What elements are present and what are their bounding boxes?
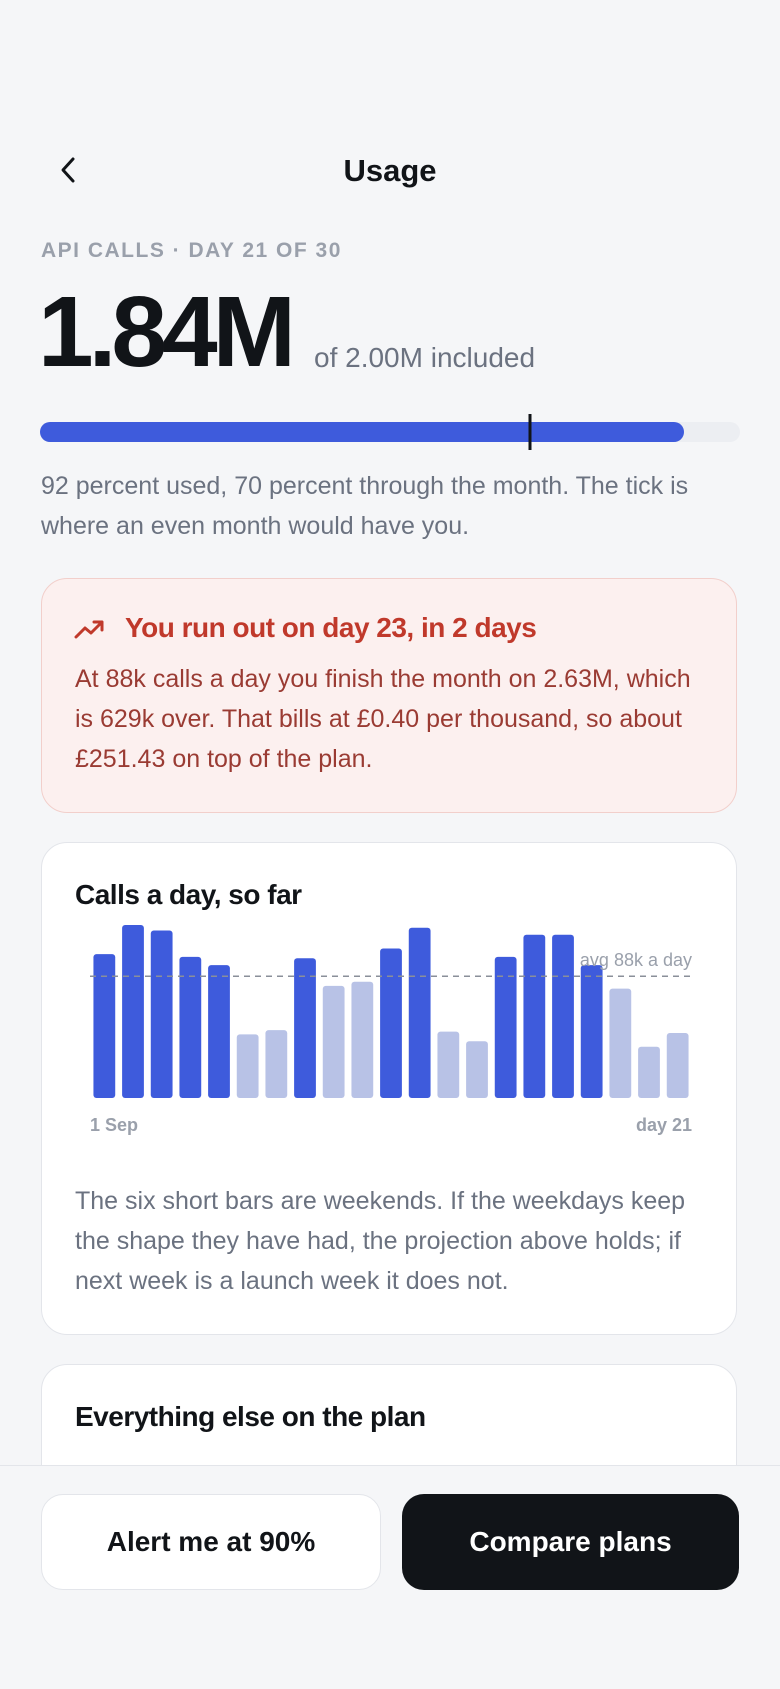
bar (437, 1031, 460, 1098)
trend-icon (74, 620, 104, 639)
progress-tick (528, 414, 532, 450)
eyebrow: API CALLS · DAY 21 OF 30 (41, 239, 342, 262)
back-button[interactable] (55, 155, 81, 185)
chart-card: Calls a day, so far avg 88k a day 1 Sep da… (41, 842, 737, 1335)
bar (179, 956, 202, 1098)
compare-button[interactable]: Compare plans (402, 1494, 739, 1590)
bar (609, 988, 632, 1098)
plan-card-title: Everything else on the plan (75, 1401, 426, 1432)
bar (122, 925, 144, 1098)
progress-bar (40, 414, 740, 450)
chart-note: The six short bars are weekends. If the … (75, 1187, 686, 1295)
chart: avg 88k a day 1 Sep day 21 (90, 925, 692, 1135)
alert-title: You run out on day 23, in 2 days (125, 612, 537, 643)
bar (150, 930, 173, 1098)
bar (523, 934, 546, 1098)
bar (666, 1032, 689, 1098)
alert-body: At 88k calls a day you finish the month … (75, 665, 691, 773)
bar (208, 965, 230, 1098)
chart-title: Calls a day, so far (75, 879, 302, 910)
bar (552, 934, 574, 1098)
bar (294, 958, 316, 1098)
bar (351, 981, 374, 1098)
bar (580, 965, 603, 1098)
x-tick-label: 1 Sep (90, 1115, 138, 1135)
bar (466, 1041, 488, 1098)
bar (265, 1030, 288, 1098)
average-label: avg 88k a day (580, 950, 692, 970)
x-tick-label: day 21 (636, 1115, 692, 1135)
bar (322, 985, 345, 1098)
bar (494, 956, 517, 1098)
alert-button[interactable]: Alert me at 90% (41, 1494, 381, 1590)
usage-caption: of 2.00M included (314, 342, 536, 373)
progress-fill (40, 422, 684, 442)
usage-value: 1.84M (38, 276, 296, 388)
bar (638, 1046, 660, 1098)
page-title: Usage (343, 153, 437, 188)
progress-note: 92 percent used, 70 percent through the … (41, 472, 689, 540)
bar (380, 948, 402, 1098)
action-bar: Alert me at 90% Compare plans (0, 1465, 780, 1689)
bar (93, 954, 116, 1098)
bar (408, 927, 431, 1098)
alert-card: You run out on day 23, in 2 days At 88k … (41, 578, 737, 813)
bar (236, 1034, 259, 1098)
